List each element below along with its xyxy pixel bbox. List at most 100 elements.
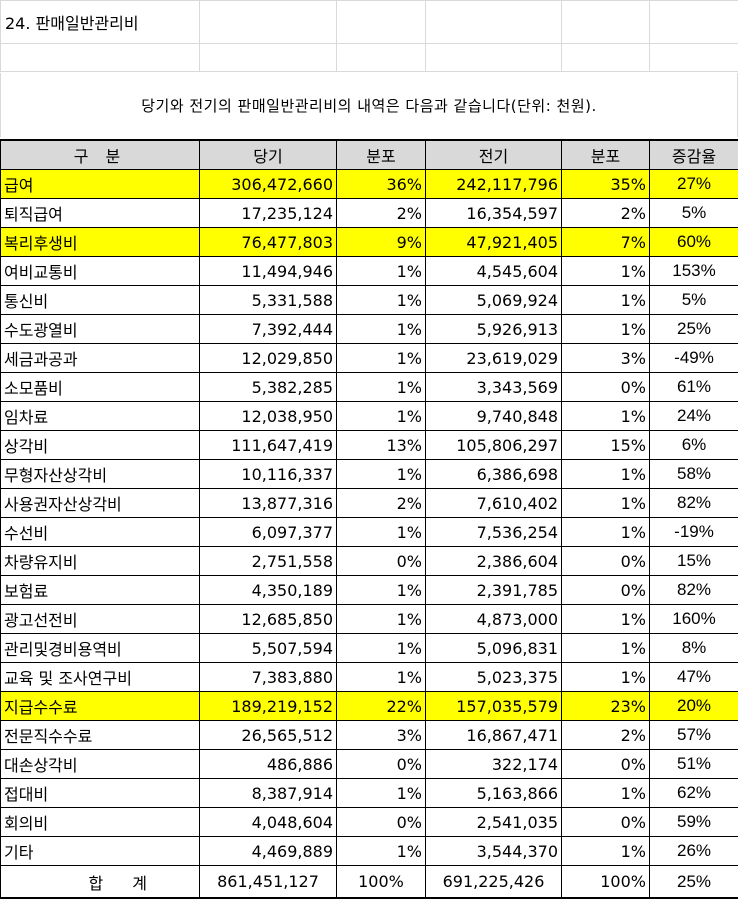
current-value[interactable]: 5,382,285 [199,372,337,402]
prior-value[interactable]: 7,536,254 [425,517,562,547]
change-rate[interactable]: 8% [649,633,738,663]
prior-value[interactable]: 3,343,569 [425,372,562,402]
row-label[interactable]: 수선비 [0,517,200,547]
current-value[interactable]: 4,048,604 [199,807,337,837]
current-share[interactable]: 1% [336,285,426,315]
prior-share[interactable]: 0% [561,749,650,779]
empty-cell[interactable] [199,0,337,44]
prior-value[interactable]: 3,544,370 [425,836,562,866]
prior-share[interactable]: 1% [561,517,650,547]
row-label[interactable]: 관리및경비용역비 [0,633,200,663]
current-share[interactable]: 36% [336,169,426,199]
current-share[interactable]: 1% [336,575,426,605]
current-share[interactable]: 2% [336,488,426,518]
current-value[interactable]: 12,685,850 [199,604,337,634]
col-header-change[interactable]: 증감율 [649,139,738,170]
current-value[interactable]: 306,472,660 [199,169,337,199]
current-share[interactable]: 1% [336,343,426,373]
current-share[interactable]: 22% [336,691,426,721]
prior-value[interactable]: 4,545,604 [425,256,562,286]
prior-share[interactable]: 0% [561,546,650,576]
current-value[interactable]: 5,331,588 [199,285,337,315]
total-current-share[interactable]: 100% [336,865,426,899]
total-prior-share[interactable]: 100% [561,865,650,899]
prior-share[interactable]: 1% [561,285,650,315]
row-label[interactable]: 대손상각비 [0,749,200,779]
row-label[interactable]: 소모품비 [0,372,200,402]
prior-value[interactable]: 105,806,297 [425,430,562,460]
current-value[interactable]: 7,392,444 [199,314,337,344]
change-rate[interactable]: 60% [649,227,738,257]
prior-share[interactable]: 1% [561,662,650,692]
row-label[interactable]: 임차료 [0,401,200,431]
row-label[interactable]: 광고선전비 [0,604,200,634]
prior-value[interactable]: 2,391,785 [425,575,562,605]
prior-share[interactable]: 35% [561,169,650,199]
prior-value[interactable]: 23,619,029 [425,343,562,373]
empty-cell[interactable] [649,43,738,72]
prior-value[interactable]: 322,174 [425,749,562,779]
current-share[interactable]: 13% [336,430,426,460]
change-rate[interactable]: 62% [649,778,738,808]
prior-value[interactable]: 16,867,471 [425,720,562,750]
total-change[interactable]: 25% [649,865,738,899]
row-label[interactable]: 퇴직급여 [0,198,200,228]
current-value[interactable]: 26,565,512 [199,720,337,750]
prior-value[interactable]: 5,023,375 [425,662,562,692]
empty-cell[interactable] [425,0,562,44]
prior-value[interactable]: 16,354,597 [425,198,562,228]
row-label[interactable]: 접대비 [0,778,200,808]
change-rate[interactable]: 47% [649,662,738,692]
change-rate[interactable]: 20% [649,691,738,721]
total-label[interactable]: 합 계 [0,865,200,899]
current-value[interactable]: 13,877,316 [199,488,337,518]
current-value[interactable]: 10,116,337 [199,459,337,489]
current-share[interactable]: 1% [336,517,426,547]
current-share[interactable]: 0% [336,546,426,576]
current-value[interactable]: 4,469,889 [199,836,337,866]
change-rate[interactable]: 82% [649,488,738,518]
change-rate[interactable]: 57% [649,720,738,750]
row-label[interactable]: 사용권자산상각비 [0,488,200,518]
current-value[interactable]: 7,383,880 [199,662,337,692]
current-share[interactable]: 9% [336,227,426,257]
empty-cell[interactable] [425,43,562,72]
row-label[interactable]: 수도광열비 [0,314,200,344]
row-label[interactable]: 세금과공과 [0,343,200,373]
current-share[interactable]: 1% [336,662,426,692]
table-caption[interactable]: 당기와 전기의 판매일반관리비의 내역은 다음과 같습니다(단위: 천원). [0,73,738,137]
current-share[interactable]: 1% [336,459,426,489]
change-rate[interactable]: 27% [649,169,738,199]
col-header-current-share[interactable]: 분포 [336,139,426,170]
change-rate[interactable]: 58% [649,459,738,489]
prior-share[interactable]: 1% [561,314,650,344]
current-share[interactable]: 1% [336,836,426,866]
prior-value[interactable]: 5,163,866 [425,778,562,808]
row-label[interactable]: 급여 [0,169,200,199]
col-header-category[interactable]: 구 분 [0,139,200,170]
current-value[interactable]: 4,350,189 [199,575,337,605]
current-value[interactable]: 189,219,152 [199,691,337,721]
change-rate[interactable]: 51% [649,749,738,779]
current-value[interactable]: 2,751,558 [199,546,337,576]
empty-cell[interactable] [649,0,738,44]
prior-value[interactable]: 47,921,405 [425,227,562,257]
empty-cell[interactable] [561,43,650,72]
current-share[interactable]: 0% [336,749,426,779]
change-rate[interactable]: 61% [649,372,738,402]
col-header-current[interactable]: 당기 [199,139,337,170]
prior-value[interactable]: 7,610,402 [425,488,562,518]
row-label[interactable]: 차량유지비 [0,546,200,576]
change-rate[interactable]: 59% [649,807,738,837]
prior-share[interactable]: 1% [561,459,650,489]
current-share[interactable]: 1% [336,633,426,663]
row-label[interactable]: 회의비 [0,807,200,837]
current-share[interactable]: 3% [336,720,426,750]
current-share[interactable]: 0% [336,807,426,837]
prior-value[interactable]: 4,873,000 [425,604,562,634]
change-rate[interactable]: 24% [649,401,738,431]
current-value[interactable]: 111,647,419 [199,430,337,460]
current-value[interactable]: 12,038,950 [199,401,337,431]
prior-share[interactable]: 1% [561,401,650,431]
prior-share[interactable]: 1% [561,488,650,518]
